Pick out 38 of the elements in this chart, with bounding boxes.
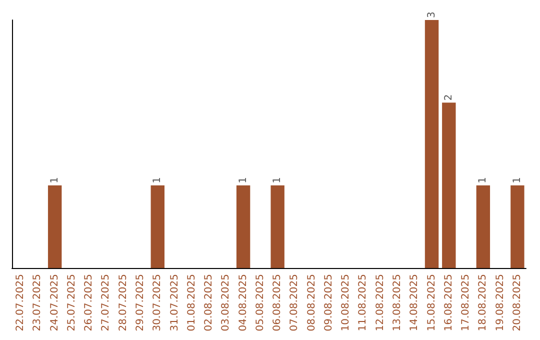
x-tick-label: 01.08.2025 [186,274,198,332]
data-label: 1 [478,176,489,184]
x-tick-label: 11.08.2025 [358,274,369,332]
x-tick-label: 23.07.2025 [32,274,44,332]
x-tick-label: 31.07.2025 [169,274,180,332]
x-tick-label: 12.08.2025 [374,274,386,332]
x-tick-label: 09.08.2025 [323,274,334,332]
x-tick-label: 28.07.2025 [118,274,129,332]
x-tick-label: 27.07.2025 [100,274,112,332]
x-tick-label: 20.08.2025 [512,274,523,332]
x-tick-label: 07.08.2025 [289,274,300,332]
x-tick-label: 06.08.2025 [272,274,284,332]
data-label: 1 [512,176,523,184]
data-label: 1 [238,176,249,184]
data-label: 1 [272,176,284,184]
x-tick-label: 25.07.2025 [66,274,78,332]
x-tick-label: 13.08.2025 [392,274,403,332]
x-tick-label: 26.07.2025 [84,274,95,332]
x-tick-label: 08.08.2025 [306,274,318,332]
x-tick-label: 15.08.2025 [426,274,438,332]
data-label: 1 [49,176,60,184]
x-tick-label: 19.08.2025 [494,274,506,332]
x-tick-label: 16.08.2025 [443,274,454,332]
x-tick-label: 18.08.2025 [478,274,489,332]
data-label: 1 [152,176,164,184]
x-tick-label: 03.08.2025 [220,274,232,332]
data-label: 3 [426,12,438,18]
x-tick-label: 30.07.2025 [152,274,164,332]
data-label: 2 [443,94,454,101]
x-tick-label: 17.08.2025 [460,274,472,332]
x-tick-label: 02.08.2025 [204,274,215,332]
x-tick-label: 14.08.2025 [409,274,420,332]
x-tick-label: 22.07.2025 [15,274,26,332]
x-tick-label: 05.08.2025 [254,274,266,332]
x-tick-label: 29.07.2025 [135,274,146,332]
x-tick-label: 24.07.2025 [49,274,60,332]
x-tick-label: 10.08.2025 [340,274,352,332]
x-tick-label: 04.08.2025 [238,274,249,332]
